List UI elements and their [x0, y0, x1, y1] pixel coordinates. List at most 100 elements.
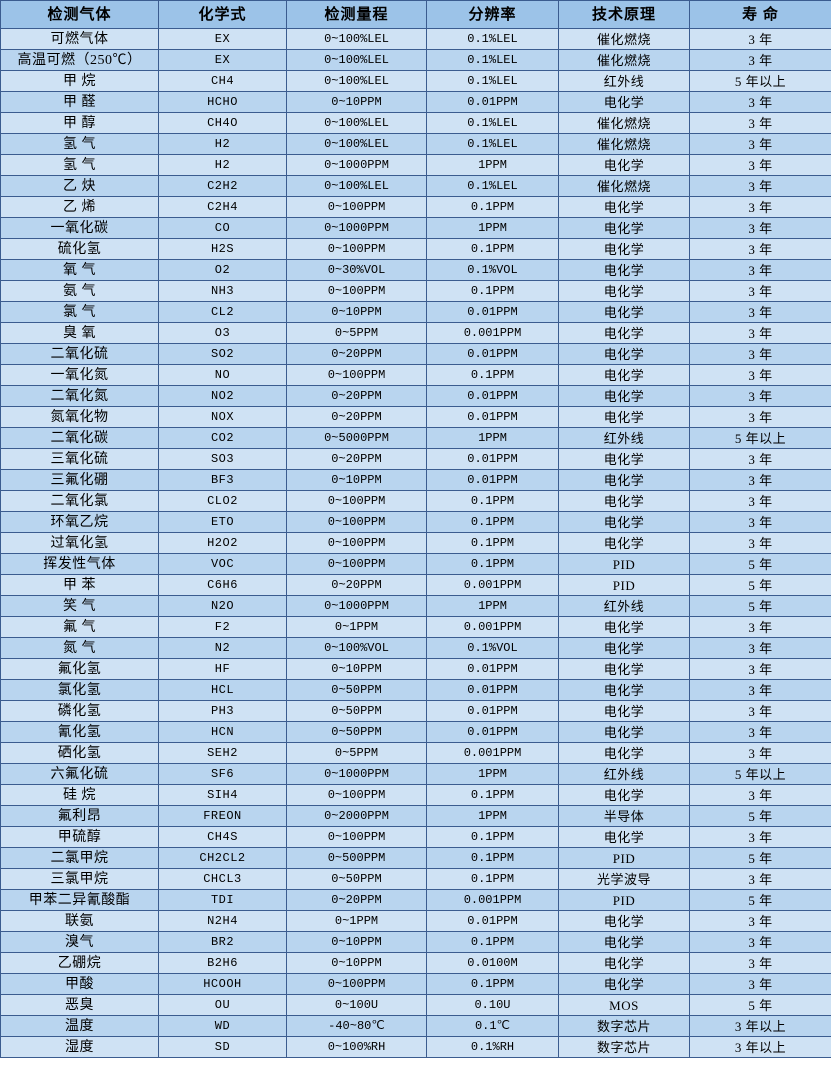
cell-range: 0~20PPM	[286, 889, 427, 911]
cell-technology: 电化学	[558, 931, 690, 953]
cell-resolution: 0.1PPM	[426, 490, 559, 512]
cell-resolution: 0.01PPM	[426, 91, 559, 113]
table-row: 氮 气 N2 0~100%VOL 0.1%VOL 电化学 3 年	[0, 637, 831, 659]
cell-resolution: 1PPM	[426, 595, 559, 617]
cell-range: 0~100PPM	[286, 238, 427, 260]
cell-gas: 高温可燃（250℃）	[0, 49, 159, 71]
table-row: 硫化氢 H2S 0~100PPM 0.1PPM 电化学 3 年	[0, 238, 831, 260]
table-row: 磷化氢 PH3 0~50PPM 0.01PPM 电化学 3 年	[0, 700, 831, 722]
cell-technology: 电化学	[558, 364, 690, 386]
cell-lifetime: 3 年	[689, 238, 831, 260]
cell-range: 0~100%VOL	[286, 637, 427, 659]
table-row: 氟化氢 HF 0~10PPM 0.01PPM 电化学 3 年	[0, 658, 831, 680]
table-row: 二氧化氮 NO2 0~20PPM 0.01PPM 电化学 3 年	[0, 385, 831, 407]
cell-formula: FREON	[158, 805, 287, 827]
cell-range: 0~50PPM	[286, 868, 427, 890]
table-body: 可燃气体 EX 0~100%LEL 0.1%LEL 催化燃烧 3 年高温可燃（250℃） E…	[0, 28, 831, 1058]
cell-gas: 三氟化硼	[0, 469, 159, 491]
cell-range: 0~10PPM	[286, 301, 427, 323]
cell-formula: O2	[158, 259, 287, 281]
cell-gas: 甲 苯	[0, 574, 159, 596]
cell-formula: CH2CL2	[158, 847, 287, 869]
cell-range: 0~10PPM	[286, 931, 427, 953]
cell-lifetime: 5 年	[689, 847, 831, 869]
cell-technology: 催化燃烧	[558, 112, 690, 134]
cell-technology: 电化学	[558, 448, 690, 470]
cell-gas: 乙 烯	[0, 196, 159, 218]
cell-lifetime: 3 年	[689, 952, 831, 974]
cell-gas: 六氟化硫	[0, 763, 159, 785]
cell-formula: C6H6	[158, 574, 287, 596]
cell-lifetime: 3 年	[689, 931, 831, 953]
cell-formula: N2	[158, 637, 287, 659]
cell-resolution: 0.0100M	[426, 952, 559, 974]
cell-gas: 溴气	[0, 931, 159, 953]
column-header-resolution: 分辨率	[426, 0, 559, 29]
table-row: 氢 气 H2 0~100%LEL 0.1%LEL 催化燃烧 3 年	[0, 133, 831, 155]
table-row: 六氟化硫 SF6 0~1000PPM 1PPM 红外线 5 年以上	[0, 763, 831, 785]
cell-resolution: 0.1PPM	[426, 364, 559, 386]
cell-range: 0~50PPM	[286, 679, 427, 701]
cell-range: 0~50PPM	[286, 721, 427, 743]
cell-formula: CH4	[158, 70, 287, 92]
cell-lifetime: 3 年	[689, 49, 831, 71]
cell-resolution: 0.1PPM	[426, 196, 559, 218]
table-row: 氢 气 H2 0~1000PPM 1PPM 电化学 3 年	[0, 154, 831, 176]
cell-formula: NOX	[158, 406, 287, 428]
cell-formula: HCN	[158, 721, 287, 743]
cell-gas: 二氧化碳	[0, 427, 159, 449]
cell-formula: H2	[158, 133, 287, 155]
cell-range: 0~500PPM	[286, 847, 427, 869]
cell-lifetime: 3 年	[689, 196, 831, 218]
cell-formula: H2S	[158, 238, 287, 260]
cell-technology: 电化学	[558, 511, 690, 533]
cell-technology: 光学波导	[558, 868, 690, 890]
cell-lifetime: 3 年	[689, 301, 831, 323]
column-header-range: 检测量程	[286, 0, 427, 29]
cell-formula: CO	[158, 217, 287, 239]
cell-resolution: 0.1PPM	[426, 511, 559, 533]
cell-gas: 硒化氢	[0, 742, 159, 764]
cell-formula: CH4S	[158, 826, 287, 848]
cell-range: 0~20PPM	[286, 406, 427, 428]
cell-gas: 过氧化氢	[0, 532, 159, 554]
cell-gas: 恶臭	[0, 994, 159, 1016]
cell-gas: 硅 烷	[0, 784, 159, 806]
cell-lifetime: 3 年以上	[689, 1036, 831, 1058]
cell-resolution: 0.1%LEL	[426, 49, 559, 71]
cell-technology: 数字芯片	[558, 1036, 690, 1058]
cell-lifetime: 5 年	[689, 595, 831, 617]
cell-lifetime: 3 年	[689, 133, 831, 155]
cell-technology: 电化学	[558, 154, 690, 176]
cell-resolution: 0.001PPM	[426, 616, 559, 638]
cell-gas: 可燃气体	[0, 28, 159, 50]
cell-range: 0~1000PPM	[286, 763, 427, 785]
cell-lifetime: 3 年	[689, 511, 831, 533]
cell-lifetime: 3 年	[689, 406, 831, 428]
cell-resolution: 0.01PPM	[426, 406, 559, 428]
cell-gas: 氢 气	[0, 154, 159, 176]
column-header-lifetime: 寿 命	[689, 0, 831, 29]
table-row: 甲酸 HCOOH 0~100PPM 0.1PPM 电化学 3 年	[0, 973, 831, 995]
cell-range: 0~10PPM	[286, 469, 427, 491]
cell-lifetime: 3 年	[689, 343, 831, 365]
cell-resolution: 0.01PPM	[426, 343, 559, 365]
cell-formula: WD	[158, 1015, 287, 1037]
cell-resolution: 0.1%LEL	[426, 70, 559, 92]
cell-gas: 氨 气	[0, 280, 159, 302]
cell-range: 0~100PPM	[286, 364, 427, 386]
cell-lifetime: 3 年	[689, 217, 831, 239]
cell-gas: 乙硼烷	[0, 952, 159, 974]
cell-formula: CO2	[158, 427, 287, 449]
cell-lifetime: 3 年	[689, 973, 831, 995]
cell-formula: EX	[158, 28, 287, 50]
cell-gas: 湿度	[0, 1036, 159, 1058]
cell-range: 0~1000PPM	[286, 217, 427, 239]
cell-gas: 一氧化碳	[0, 217, 159, 239]
cell-formula: N2O	[158, 595, 287, 617]
cell-range: 0~100PPM	[286, 490, 427, 512]
cell-technology: 电化学	[558, 217, 690, 239]
cell-formula: HCOOH	[158, 973, 287, 995]
cell-range: 0~100U	[286, 994, 427, 1016]
cell-formula: HF	[158, 658, 287, 680]
